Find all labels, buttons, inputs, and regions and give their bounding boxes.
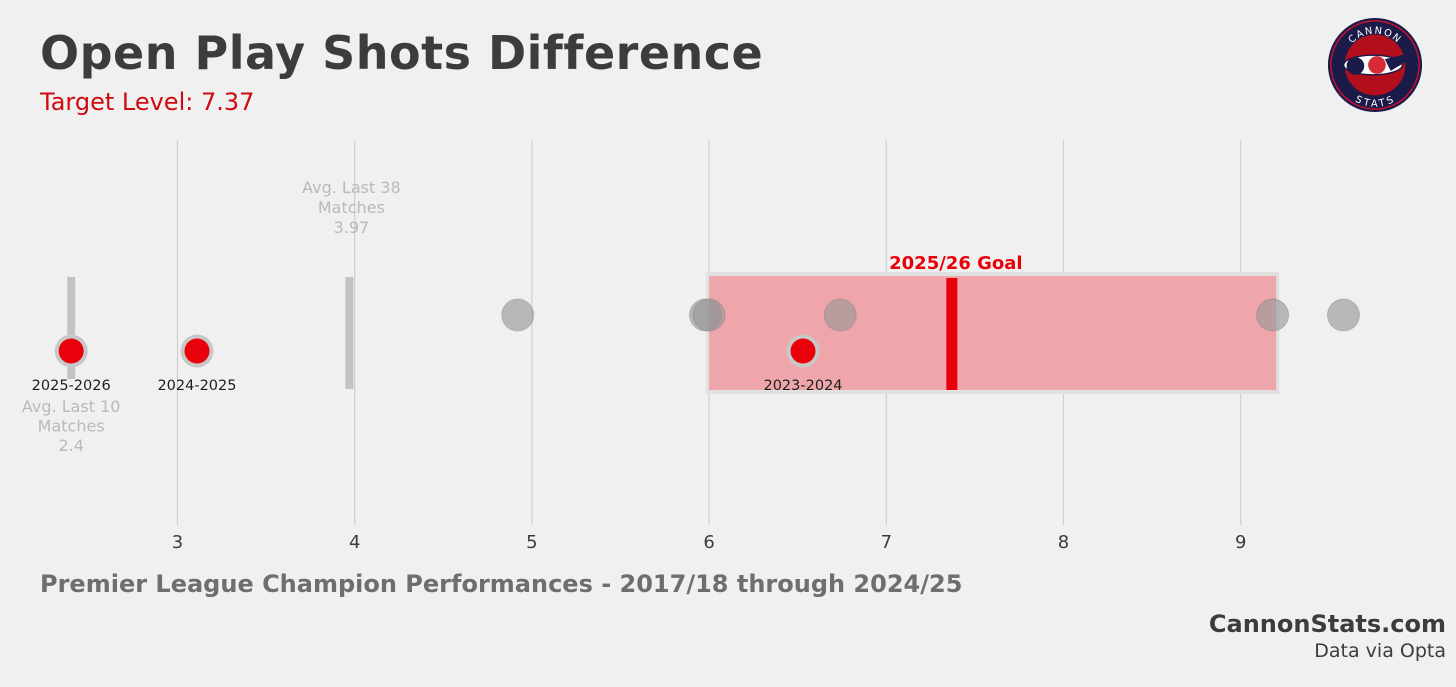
target-level-subtitle: Target Level: 7.37 (40, 88, 255, 116)
tick-layer: 3 4 5 6 7 8 9 (172, 532, 1247, 553)
x-tick-label: 8 (1058, 532, 1069, 553)
average-10-label: Matches (38, 417, 105, 436)
goal-band-layer: 2025/26 Goal (706, 253, 1280, 394)
goal-marker (946, 278, 958, 390)
season-label: 2023-2024 (763, 378, 842, 394)
season-label: 2024-2025 (157, 378, 236, 394)
x-tick-label: 5 (526, 532, 537, 553)
champion-point (501, 298, 535, 332)
x-tick-label: 3 (172, 532, 183, 553)
average-38-label: Matches (318, 198, 385, 217)
champion-point (1326, 298, 1360, 332)
arsenal-point (58, 338, 84, 364)
cannonstats-logo: CANNON STATS (1327, 17, 1423, 113)
champion-point (692, 298, 726, 332)
chart-caption: Premier League Champion Performances - 2… (40, 570, 963, 598)
goal-band (709, 276, 1277, 390)
x-tick-label: 7 (881, 532, 892, 553)
goal-label: 2025/26 Goal (889, 253, 1022, 274)
point-layer (54, 298, 1360, 368)
average-38-label: 3.97 (334, 218, 370, 237)
logo-bottom-text: STATS (1353, 94, 1396, 110)
chart-title: Open Play Shots Difference (40, 26, 764, 80)
source-label: Data via Opta (1314, 640, 1446, 662)
champion-point (823, 298, 857, 332)
average-10-label: 2.4 (58, 436, 83, 455)
arsenal-point (790, 338, 816, 364)
brand-label: CannonStats.com (1208, 610, 1446, 638)
season-label: 2025-2026 (32, 378, 111, 394)
average-layer (67, 277, 354, 389)
x-tick-label: 9 (1235, 532, 1246, 553)
champion-point (1256, 298, 1290, 332)
average-10-bar (67, 277, 76, 379)
average-38-label: Avg. Last 38 (302, 178, 401, 197)
x-tick-label: 4 (349, 532, 360, 553)
average-38-bar (345, 277, 354, 389)
arsenal-point (184, 338, 210, 364)
x-tick-label: 6 (703, 532, 714, 553)
average-10-label: Avg. Last 10 (22, 397, 121, 416)
